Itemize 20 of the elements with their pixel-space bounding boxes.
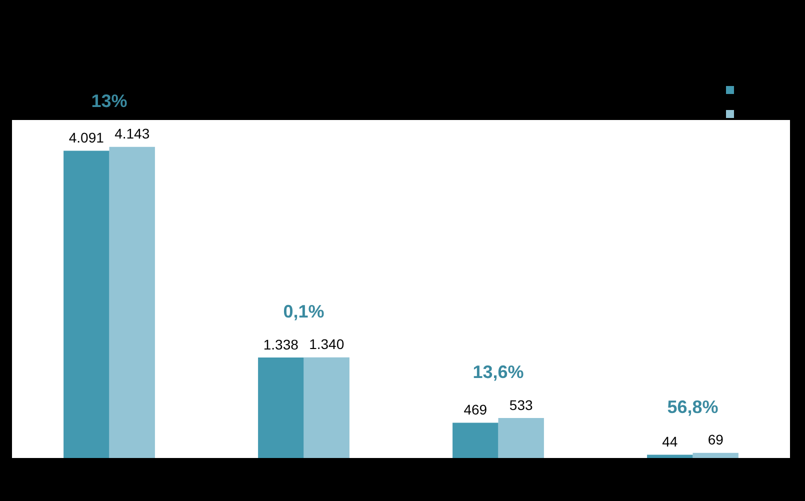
bar <box>452 422 498 458</box>
data-label: 1.340 <box>309 336 344 352</box>
bar <box>109 146 155 458</box>
bar <box>258 358 304 458</box>
data-label: 469 <box>464 402 488 418</box>
bar <box>304 357 350 458</box>
annotation: 56,8% <box>667 396 718 417</box>
bar <box>692 452 738 458</box>
annotation: 13,6% <box>472 362 524 382</box>
data-label: 1.338 <box>263 336 299 352</box>
text: 13% <box>91 90 128 111</box>
annotation: 0,1% <box>283 301 324 322</box>
bar <box>647 454 693 458</box>
data-label: 4.091 <box>68 130 104 146</box>
data-label: 44 <box>662 434 678 450</box>
bar <box>64 150 110 458</box>
data-label: 69 <box>708 432 724 448</box>
data-label: 533 <box>509 396 533 413</box>
bar <box>498 418 544 458</box>
data-label: 4.143 <box>114 126 150 142</box>
